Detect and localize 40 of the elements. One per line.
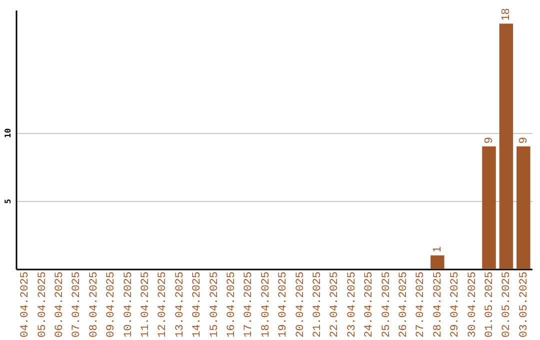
- x-tick-label: 14.04.2025: [192, 272, 204, 338]
- y-tick-label: 5: [4, 198, 12, 204]
- x-tick-label: 30.04.2025: [466, 272, 479, 338]
- x-tick-label: 13.04.2025: [174, 272, 186, 338]
- x-tick-label: 19.04.2025: [278, 272, 290, 338]
- x-tick-label: 10.04.2025: [122, 272, 135, 338]
- x-tick-label: 22.04.2025: [329, 272, 342, 338]
- x-tick-label: 06.04.2025: [54, 272, 66, 338]
- data-label: 9: [517, 137, 530, 144]
- x-tick-label: 11.04.2025: [140, 272, 152, 338]
- x-tick-label: 05.04.2025: [36, 272, 49, 338]
- x-tick-label: 28.04.2025: [432, 272, 444, 338]
- bar: [499, 24, 514, 269]
- x-tick-label: 20.04.2025: [294, 272, 307, 338]
- x-tick-label: 15.04.2025: [208, 272, 221, 338]
- x-tick-label: 26.04.2025: [398, 272, 410, 338]
- x-tick-label: 21.04.2025: [312, 272, 324, 338]
- data-label: 18: [500, 8, 512, 21]
- bar: [482, 146, 496, 269]
- x-tick-label: 16.04.2025: [226, 272, 238, 338]
- x-tick-label: 03.05.2025: [518, 272, 530, 338]
- x-tick-label: 09.04.2025: [106, 272, 118, 338]
- x-tick-label: 24.04.2025: [364, 272, 376, 338]
- x-tick-label: 08.04.2025: [88, 272, 100, 338]
- x-tick-label: 18.04.2025: [260, 272, 272, 338]
- x-tick-label: 12.04.2025: [157, 272, 170, 338]
- data-label: 1: [431, 246, 444, 252]
- x-tick-label: 23.04.2025: [346, 272, 358, 338]
- x-tick-label: 07.04.2025: [71, 272, 84, 338]
- x-tick-label: 04.04.2025: [20, 272, 32, 338]
- bar: [516, 146, 530, 269]
- x-tick-label: 27.04.2025: [415, 272, 428, 338]
- bar: [430, 255, 444, 269]
- x-tick-label: 25.04.2025: [380, 272, 393, 338]
- y-tick-label: 10: [4, 128, 12, 138]
- x-tick-label: 29.04.2025: [450, 272, 462, 338]
- x-tick-label: 02.05.2025: [501, 272, 514, 338]
- x-tick-label: 17.04.2025: [243, 272, 256, 338]
- x-tick-label: 01.05.2025: [484, 272, 496, 338]
- data-label: 9: [483, 137, 495, 144]
